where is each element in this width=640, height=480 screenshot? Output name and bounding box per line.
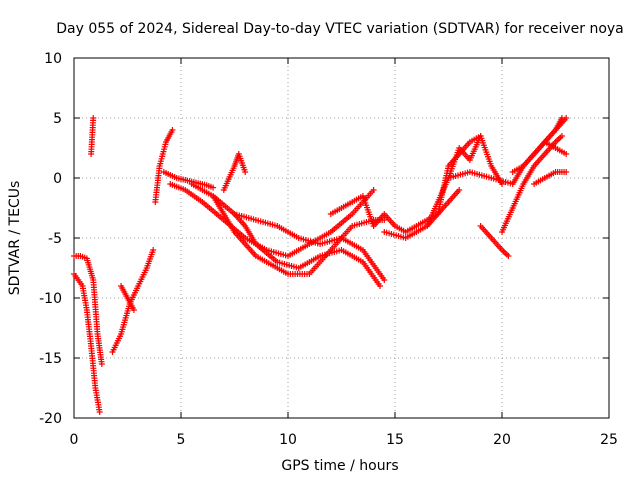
tick-layer [73, 57, 610, 419]
x-axis-title: GPS time / hours [281, 458, 398, 474]
data-point [210, 184, 217, 191]
y-tick-label: -20 [39, 411, 62, 427]
data-point [558, 115, 565, 121]
data-point [130, 307, 137, 313]
data-point [558, 133, 565, 139]
data-point [381, 277, 388, 283]
chart-title: Day 055 of 2024, Sidereal Day-to-day VTE… [56, 21, 624, 37]
y-tick-label: 5 [53, 111, 62, 127]
x-tick-label: 10 [279, 432, 297, 448]
data-marks [71, 115, 570, 415]
x-tick-label: 15 [386, 432, 404, 448]
data-point [96, 409, 103, 415]
series-s4 [109, 247, 157, 355]
series-s2 [71, 271, 103, 415]
series-s12 [231, 211, 388, 283]
series-s5 [118, 283, 137, 313]
y-tick-label: -5 [48, 231, 62, 247]
data-point [242, 169, 249, 175]
data-point [505, 253, 512, 259]
data-point [563, 169, 570, 175]
series-s11 [220, 151, 249, 193]
data-point [477, 133, 484, 139]
data-point [377, 283, 384, 289]
y-tick-label: -15 [39, 351, 62, 367]
x-tick-label: 25 [600, 432, 618, 448]
series-s9 [188, 181, 384, 289]
data-point [456, 187, 463, 193]
series-s3 [88, 115, 97, 157]
series-s16 [445, 115, 570, 187]
series-s10 [210, 193, 388, 277]
y-tick-label: -10 [39, 291, 62, 307]
data-point [370, 187, 377, 193]
data-point [563, 151, 570, 157]
series-s18 [499, 133, 565, 235]
series-s19 [509, 115, 565, 175]
series-s20 [531, 169, 570, 187]
data-point [98, 361, 105, 367]
tick-labels: 0 5 10 15 20 25 -20 -15 -10 -5 0 5 10 [39, 51, 618, 448]
y-tick-label: 10 [44, 51, 62, 67]
y-axis-title: SDTVAR / TECUs [7, 181, 23, 296]
data-point [169, 127, 176, 133]
series-s8 [167, 181, 377, 259]
series-s17 [477, 223, 512, 259]
x-tick-label: 20 [493, 432, 511, 448]
series-s1 [71, 253, 105, 367]
data-point [381, 217, 388, 223]
data-point [90, 115, 97, 121]
series-s21 [541, 139, 570, 157]
data-point [150, 247, 157, 253]
series-s15 [424, 133, 484, 229]
series-s6 [152, 127, 176, 205]
data-point [499, 181, 505, 187]
series-s7 [160, 169, 217, 191]
y-tick-label: 0 [53, 171, 62, 187]
x-tick-label: 0 [70, 432, 79, 448]
grid-layer [74, 58, 609, 418]
x-tick-label: 5 [177, 432, 186, 448]
